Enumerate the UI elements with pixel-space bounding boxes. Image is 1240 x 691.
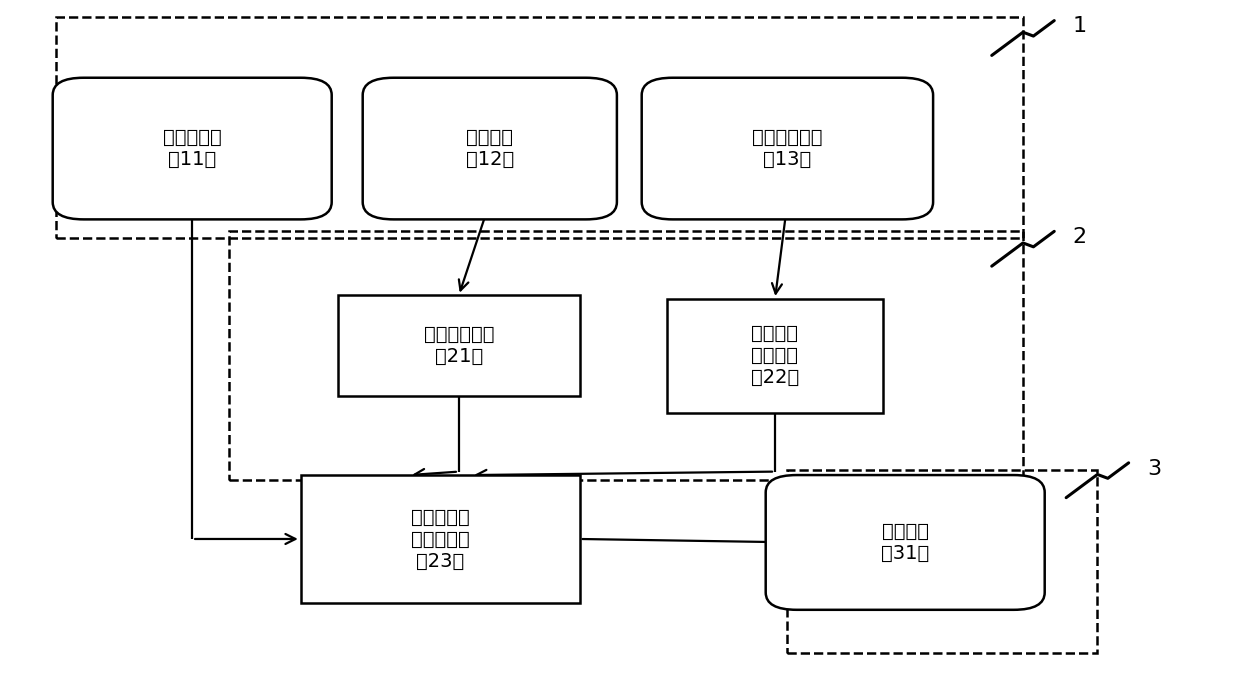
Text: 辅助视角渲
染生成模块
（23）: 辅助视角渲 染生成模块 （23）: [410, 507, 470, 571]
FancyBboxPatch shape: [52, 78, 331, 220]
Text: 3: 3: [1147, 459, 1161, 479]
Text: 用户输入模块
（13）: 用户输入模块 （13）: [753, 128, 822, 169]
FancyBboxPatch shape: [642, 78, 932, 220]
Text: 泊车轨迹
规划模块
（22）: 泊车轨迹 规划模块 （22）: [751, 324, 799, 388]
Text: 2: 2: [1073, 227, 1086, 247]
Text: 1: 1: [1073, 17, 1086, 37]
FancyBboxPatch shape: [337, 296, 579, 395]
Text: 视觉界面
（31）: 视觉界面 （31）: [882, 522, 929, 563]
Text: 车载传感器
（11）: 车载传感器 （11）: [162, 128, 222, 169]
FancyBboxPatch shape: [765, 475, 1044, 609]
FancyBboxPatch shape: [300, 475, 580, 603]
Text: 鱼眼相机
（12）: 鱼眼相机 （12）: [466, 128, 513, 169]
FancyBboxPatch shape: [667, 299, 883, 413]
FancyBboxPatch shape: [362, 78, 618, 220]
Text: 图像处理模块
（21）: 图像处理模块 （21）: [424, 325, 494, 366]
